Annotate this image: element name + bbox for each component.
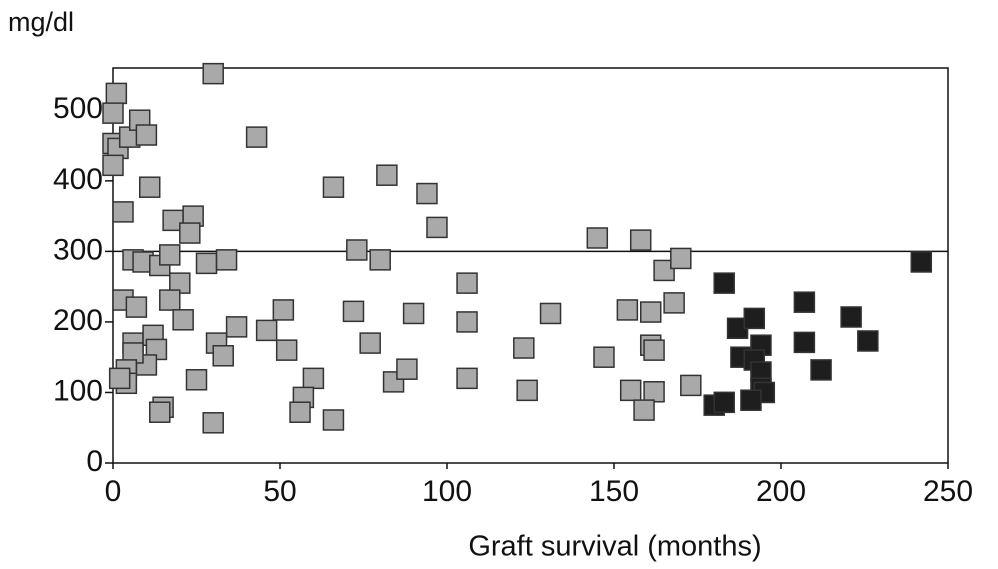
point (643, 339, 665, 361)
point (108, 367, 131, 390)
point (112, 201, 134, 223)
y-tick-label: 400 (53, 163, 103, 196)
point (840, 306, 862, 328)
point (619, 379, 642, 402)
point (255, 319, 278, 342)
y-tick-label: 200 (53, 304, 103, 337)
point (289, 401, 311, 423)
point (680, 374, 702, 397)
point (743, 307, 766, 330)
point (793, 291, 816, 313)
point (245, 126, 268, 148)
point (376, 164, 398, 186)
point (416, 182, 438, 205)
point (149, 401, 171, 423)
point (346, 239, 368, 261)
point (456, 272, 478, 294)
point (663, 292, 685, 314)
point (740, 389, 762, 411)
x-tick-label: 150 (589, 475, 639, 508)
point (586, 227, 609, 249)
point (105, 82, 128, 105)
point (212, 345, 234, 367)
point (102, 154, 124, 177)
point (639, 301, 662, 323)
point (322, 409, 345, 431)
point (633, 399, 655, 421)
point (138, 176, 161, 198)
point (426, 216, 448, 239)
point (653, 259, 675, 282)
point (159, 244, 181, 266)
point (857, 330, 879, 352)
point (135, 124, 158, 146)
point (225, 316, 248, 338)
y-tick-label: 300 (53, 233, 103, 266)
point (369, 249, 391, 271)
x-axis-label: Graft survival (months) (468, 531, 761, 563)
point (593, 346, 615, 368)
point (629, 229, 652, 251)
point (396, 358, 418, 380)
point (195, 252, 218, 275)
y-tick-label: 100 (53, 374, 103, 407)
point (513, 337, 535, 359)
point (342, 300, 365, 323)
point (539, 302, 562, 325)
point (713, 391, 735, 414)
x-tick-label: 250 (923, 475, 973, 508)
point (456, 367, 478, 390)
point (302, 367, 325, 390)
x-tick-label: 100 (422, 475, 472, 508)
point (456, 311, 478, 333)
point (359, 332, 381, 354)
point (322, 176, 345, 198)
point (172, 309, 194, 331)
point (202, 62, 224, 85)
point (159, 289, 181, 311)
point (215, 249, 238, 271)
y-tick-label: 0 (86, 445, 103, 478)
point (616, 299, 639, 321)
point (125, 296, 148, 318)
point (275, 339, 298, 361)
point (713, 272, 735, 294)
x-tick-label: 0 (105, 475, 122, 508)
point (643, 381, 665, 403)
point (272, 299, 295, 321)
point (810, 359, 832, 381)
point (202, 412, 224, 434)
point (185, 369, 208, 391)
point (102, 102, 124, 124)
y-tick-label: 500 (53, 92, 103, 125)
x-tick-label: 200 (756, 475, 806, 508)
point (516, 379, 538, 402)
y-axis-label: mg/dl (8, 7, 74, 37)
plot-frame (112, 67, 949, 464)
point (179, 222, 201, 244)
point (402, 302, 425, 325)
point (910, 251, 933, 273)
point (793, 331, 816, 354)
point (670, 247, 692, 270)
x-tick-label: 50 (263, 475, 296, 508)
